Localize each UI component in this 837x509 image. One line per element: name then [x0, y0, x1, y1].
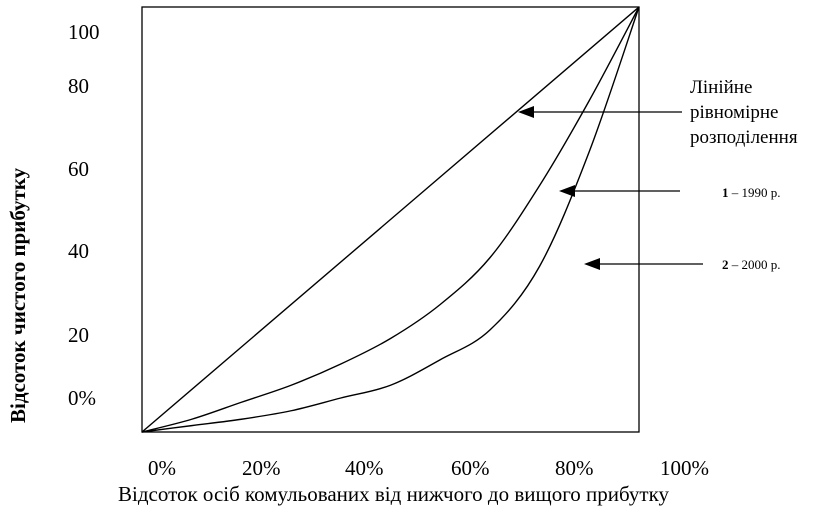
annotation-1990-number: 1: [722, 185, 729, 200]
x-tick-label: 20%: [242, 456, 281, 480]
x-tick-label: 40%: [345, 456, 384, 480]
annotation-2000-text: – 2000 р.: [729, 257, 781, 272]
x-tick-label: 100%: [660, 456, 709, 480]
x-tick-label: 0%: [148, 456, 176, 480]
arrow-1990-head: [559, 185, 575, 197]
annotation-equality-line3: розподілення: [690, 127, 798, 148]
y-axis-label: Відсоток чистого прибутку: [6, 167, 30, 423]
arrow-2000-head: [584, 258, 600, 270]
plot-frame: [141, 6, 640, 433]
lorenz-curve-1990: [141, 6, 640, 433]
arrow-equality-head: [518, 106, 534, 118]
y-tick-label: 80: [68, 74, 89, 98]
lorenz-curve-2000: [141, 6, 640, 433]
x-tick-label: 60%: [451, 456, 490, 480]
annotation-2000-number: 2: [722, 257, 729, 272]
annotation-1990-text: – 1990 р.: [729, 185, 781, 200]
series-layer: [141, 6, 640, 433]
annotation-equality-line1: Лінійне: [690, 77, 752, 98]
annotation-arrows: [518, 106, 703, 270]
annotation-1990: 1 – 1990 р.: [722, 185, 781, 200]
y-tick-label: 20: [68, 323, 89, 347]
y-tick-label: 0%: [68, 386, 96, 410]
annotation-equality-line2: рівномірне: [690, 102, 778, 123]
x-tick-label: 80%: [555, 456, 594, 480]
y-tick-label: 60: [68, 157, 89, 181]
annotation-2000: 2 – 2000 р.: [722, 257, 781, 272]
y-tick-label: 40: [68, 239, 89, 263]
x-axis-label: Відсоток осіб комульованих від нижчого д…: [118, 482, 669, 506]
equality-line: [141, 6, 640, 433]
y-tick-label: 100: [68, 20, 100, 44]
